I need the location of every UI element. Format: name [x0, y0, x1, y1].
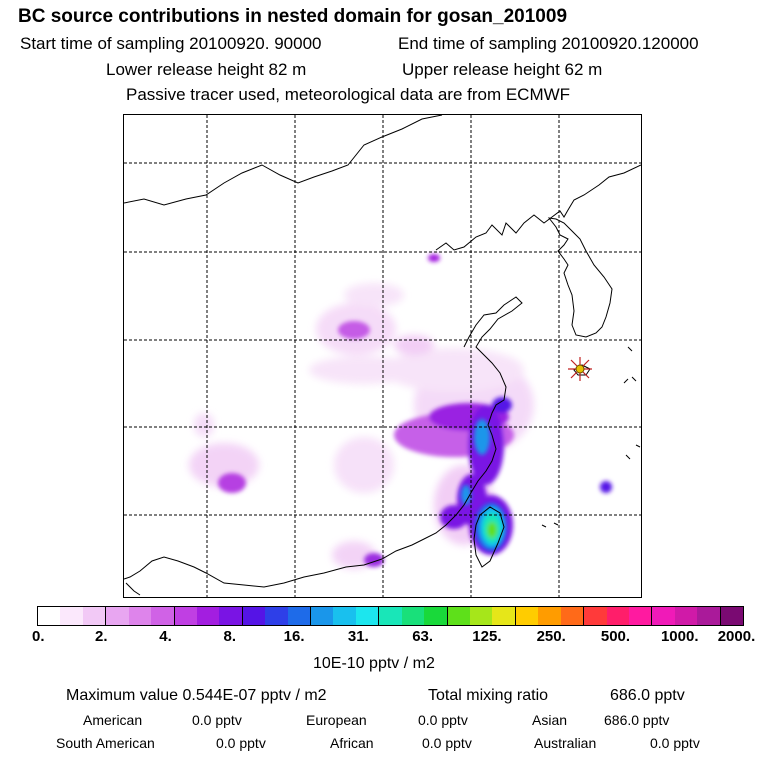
plume-patch	[364, 553, 384, 567]
colorbar-tick-label: 8.	[223, 628, 237, 645]
korea-coast	[547, 217, 613, 338]
plot-title: BC source contributions in nested domain…	[18, 6, 568, 27]
colorbar-tick-label: 4.	[159, 628, 172, 645]
colorbar-unit: 10E-10 pptv / m2	[313, 655, 435, 672]
colorbar-segment	[196, 607, 220, 625]
plume-patch	[428, 254, 440, 262]
colorbar-tick-label: 63.	[412, 628, 434, 645]
plume-patch	[394, 335, 434, 355]
china-coast	[124, 164, 641, 588]
colorbar-segment	[379, 607, 402, 625]
coastlines	[124, 115, 641, 596]
colorbar-segment	[311, 607, 334, 625]
plume-patch	[492, 397, 512, 413]
colorbar-segment	[242, 607, 266, 625]
star-marker-icon	[568, 357, 592, 381]
colorbar-segment	[174, 607, 197, 625]
colorbar-tick-label: 31.	[347, 628, 369, 645]
colorbar-tick-label: 0.	[31, 628, 45, 645]
american-value: 0.0 pptv	[192, 712, 242, 728]
south-american-value: 0.0 pptv	[216, 735, 266, 751]
colorbar-segment	[720, 607, 744, 625]
colorbar-segment	[470, 607, 493, 625]
colorbar-tick-label: 500.	[600, 628, 631, 645]
colorbar-segment	[82, 607, 107, 625]
islands	[541, 346, 641, 528]
colorbar-segment	[697, 607, 721, 625]
lower-release-text: Lower release height 82 m	[106, 60, 307, 79]
end-sampling-text: End time of sampling 20100920.120000	[398, 34, 699, 53]
south-american-label: South American	[56, 735, 155, 751]
concentration-plume	[189, 254, 612, 569]
plume-patch	[334, 437, 394, 493]
australian-value: 0.0 pptv	[650, 735, 700, 751]
american-label: American	[83, 712, 143, 728]
colorbar-segment	[628, 607, 653, 625]
african-value: 0.0 pptv	[422, 735, 472, 751]
map-canvas	[124, 115, 641, 597]
start-sampling-text: Start time of sampling 20100920. 90000	[20, 34, 322, 53]
asian-label: Asian	[532, 712, 568, 728]
total-mixing-value: 686.0 pptv	[610, 687, 685, 704]
plume-patch	[218, 473, 246, 493]
total-mixing-label: Total mixing ratio	[428, 687, 549, 704]
colorbar-segment	[606, 607, 629, 625]
colorbar-segment	[106, 607, 129, 625]
northern-border	[124, 115, 443, 206]
colorbar-segment	[515, 607, 539, 625]
colorbar-tick-label: 16.	[283, 628, 305, 645]
colorbar-segment	[538, 607, 561, 625]
colorbar-segment	[38, 607, 61, 625]
hainan-coast	[125, 582, 141, 596]
european-value: 0.0 pptv	[418, 712, 468, 728]
african-label: African	[330, 735, 374, 751]
map-panel	[123, 114, 642, 598]
colorbar-segment	[128, 607, 152, 625]
colorbar-segment	[674, 607, 698, 625]
plume-patch	[344, 283, 404, 307]
colorbar-segment	[287, 607, 312, 625]
asian-value: 686.0 pptv	[604, 712, 670, 728]
colorbar-segment	[560, 607, 585, 625]
colorbar-segment	[424, 607, 448, 625]
colorbar-tick-label: 2.	[95, 628, 108, 645]
colorbar-segment	[151, 607, 175, 625]
colorbar-segment	[652, 607, 675, 625]
plume-patch	[487, 522, 497, 538]
colorbar-tick-label: 1000.	[660, 628, 699, 645]
latlon-grid	[124, 115, 641, 597]
colorbar-segment	[584, 607, 607, 625]
plume-patch	[194, 413, 214, 437]
colorbar-segment	[333, 607, 356, 625]
european-label: European	[306, 712, 367, 728]
colorbar	[37, 606, 744, 626]
plume-patch	[600, 481, 612, 493]
plume-patch	[474, 419, 490, 455]
plume-patch	[338, 321, 370, 339]
colorbar-segment	[265, 607, 288, 625]
tracer-note-text: Passive tracer used, meteorological data…	[126, 85, 571, 104]
colorbar-segment	[401, 607, 425, 625]
plume-patch	[309, 356, 419, 384]
australian-label: Australian	[534, 735, 597, 751]
colorbar-tick-label: 125.	[472, 628, 502, 645]
upper-release-text: Upper release height 62 m	[402, 60, 603, 79]
colorbar-segment	[219, 607, 243, 625]
plume-patch	[461, 485, 471, 505]
colorbar-segment	[355, 607, 380, 625]
colorbar-segment	[447, 607, 471, 625]
colorbar-tick-label: 2000.	[717, 628, 756, 645]
taiwan-coast	[473, 506, 505, 568]
colorbar-segment	[492, 607, 516, 625]
max-value-text: Maximum value 0.544E-07 pptv / m2	[66, 687, 327, 704]
plume-patch	[384, 348, 524, 392]
colorbar-tick-label: 250.	[536, 628, 566, 645]
colorbar-segment	[60, 607, 83, 625]
